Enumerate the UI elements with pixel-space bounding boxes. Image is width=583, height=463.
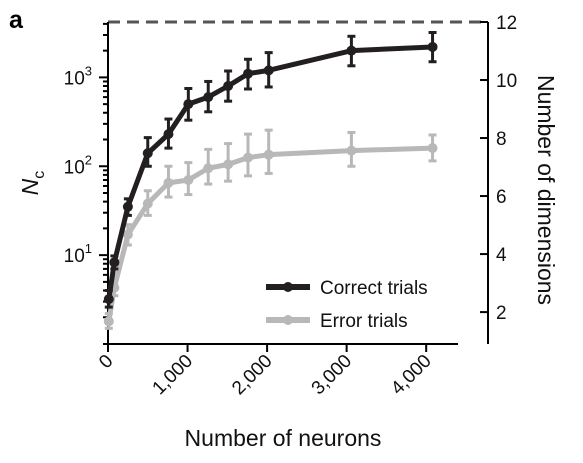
y-left-tick-label: 102: [64, 152, 92, 178]
y-left-tick-label: 103: [64, 63, 92, 89]
x-axis-ticks: [107, 344, 428, 352]
y-left-tick-exponent: 2: [85, 152, 92, 167]
series-line: [106, 44, 433, 300]
data-point: [203, 92, 214, 103]
x-tick-label: 1,000: [149, 351, 197, 399]
y-left-tick-base: 10: [64, 246, 85, 267]
x-tick-label: 2,000: [228, 351, 276, 399]
y-right-tick-label: 10: [496, 71, 517, 92]
data-point: [142, 148, 153, 159]
data-point: [109, 257, 120, 268]
y-right-tick-label: 12: [496, 13, 517, 34]
y-left-tick-base: 10: [64, 157, 85, 178]
data-point: [122, 201, 133, 212]
data-point: [163, 177, 174, 188]
x-axis-title: Number of neurons: [185, 425, 382, 451]
y-left-tick-base: 10: [64, 68, 85, 89]
data-point: [103, 294, 114, 305]
x-tick-label: 0: [95, 351, 117, 373]
series-layer: [103, 30, 438, 330]
data-point: [243, 68, 253, 79]
legend-marker-correct: [283, 282, 293, 292]
y-axis-right-ticks: [480, 21, 488, 314]
series-line: [106, 145, 433, 322]
x-axis-tick-labels: 0 1,000 2,000 3,000 4,000: [95, 351, 436, 399]
data-point: [263, 149, 274, 160]
y-left-tick-label: 101: [64, 241, 92, 267]
y-right-tick-label: 8: [496, 129, 507, 150]
legend: Correct trials Error trials: [266, 278, 428, 332]
data-point: [142, 198, 153, 209]
y-left-tick-exponent: 3: [85, 63, 92, 78]
data-point: [263, 65, 274, 76]
data-point: [103, 316, 114, 327]
data-point: [223, 81, 234, 92]
x-tick-label: 3,000: [308, 351, 356, 399]
data-point: [122, 229, 133, 240]
data-point: [163, 129, 174, 140]
data-point: [427, 41, 438, 52]
data-point: [243, 152, 253, 163]
panel-letter: a: [9, 6, 24, 34]
series-correct-trials: [103, 30, 438, 309]
data-point: [223, 159, 234, 170]
x-tick-label: 4,000: [387, 351, 435, 399]
y-axis-left-title: Nc: [17, 171, 48, 196]
y-right-tick-label: 4: [496, 245, 507, 266]
y-axis-right-title: Number of dimensions: [533, 75, 559, 305]
legend-label-error: Error trials: [320, 311, 408, 332]
data-point: [427, 143, 438, 154]
y-axis-left-title-main: N: [17, 178, 43, 195]
data-point: [346, 145, 357, 156]
y-axis-left-title-sub: c: [31, 171, 48, 179]
data-point: [346, 45, 357, 56]
data-point: [183, 99, 194, 110]
data-point: [203, 163, 214, 174]
data-point: [183, 175, 194, 186]
y-axis-right-tick-labels: 2 4 6 8 10 12: [496, 13, 517, 324]
y-right-tick-label: 6: [496, 187, 507, 208]
legend-label-correct: Correct trials: [320, 278, 428, 299]
y-left-tick-exponent: 1: [85, 241, 92, 256]
legend-marker-error: [283, 315, 293, 325]
y-right-tick-label: 2: [496, 303, 507, 324]
series-error-trials: [103, 128, 438, 330]
